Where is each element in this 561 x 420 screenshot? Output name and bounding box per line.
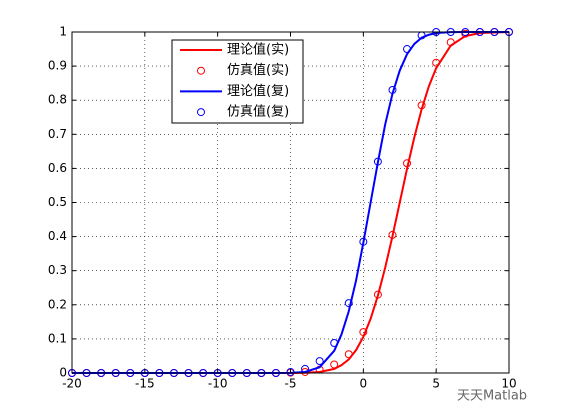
data-marker — [359, 328, 368, 337]
data-marker — [388, 85, 397, 94]
legend-box — [171, 39, 304, 124]
legend-label: 理论值(实) — [227, 42, 289, 58]
y-tick-label: 1 — [59, 25, 67, 39]
data-marker — [417, 101, 426, 110]
data-marker — [301, 364, 310, 373]
data-marker — [344, 299, 353, 308]
x-tick-label: -5 — [285, 377, 297, 391]
data-marker — [330, 338, 339, 347]
legend-label: 理论值(复) — [227, 83, 289, 99]
legend-label: 仿真值(实) — [227, 62, 289, 78]
x-tick-label: 10 — [501, 377, 516, 391]
y-tick-label: 0.4 — [48, 229, 67, 243]
watermark: 天天Matlab — [457, 389, 527, 404]
x-tick-label: -15 — [135, 377, 155, 391]
data-marker — [373, 290, 382, 299]
x-tick-label: -10 — [208, 377, 228, 391]
data-marker — [388, 230, 397, 239]
y-tick-label: 0.9 — [48, 59, 67, 73]
data-marker — [344, 350, 353, 359]
y-tick-label: 0.5 — [48, 195, 67, 209]
data-marker — [446, 38, 455, 47]
data-marker — [403, 45, 412, 54]
y-tick-label: 0.3 — [48, 263, 67, 277]
x-tick-label: -20 — [62, 377, 82, 391]
y-tick-label: 0.6 — [48, 161, 67, 175]
data-marker — [373, 157, 382, 166]
legend-marker — [197, 66, 205, 75]
data-marker — [286, 367, 295, 376]
data-marker — [432, 58, 441, 67]
y-tick-label: 0.2 — [48, 297, 67, 311]
data-marker — [403, 159, 412, 168]
x-tick-label: 5 — [432, 377, 440, 391]
legend-marker — [197, 108, 205, 117]
data-marker — [315, 357, 324, 366]
y-tick-label: 0.8 — [48, 93, 67, 107]
y-tick-label: 0 — [59, 366, 67, 380]
x-tick-label: 0 — [360, 377, 368, 391]
data-marker — [330, 360, 339, 369]
legend-label: 仿真值(复) — [227, 104, 289, 120]
data-marker — [359, 237, 368, 246]
y-tick-label: 0.1 — [48, 331, 67, 345]
y-tick-label: 0.7 — [48, 127, 67, 141]
